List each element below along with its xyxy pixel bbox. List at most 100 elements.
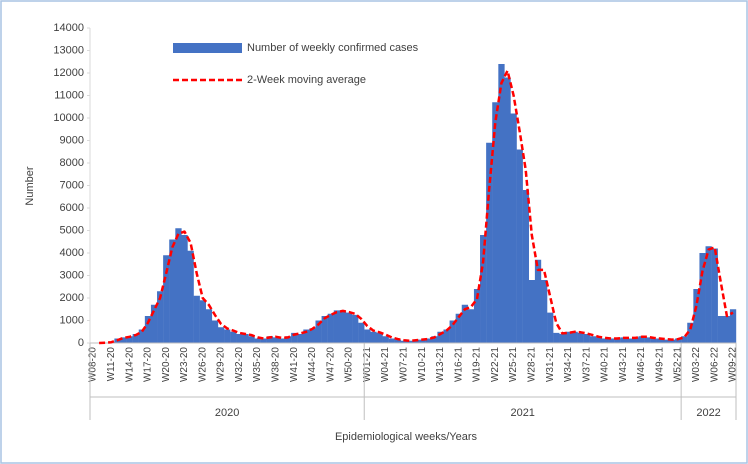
x-tick-label: W34-21 — [563, 347, 574, 382]
bar — [473, 289, 481, 343]
bar — [449, 320, 456, 343]
y-tick-label: 9000 — [60, 134, 84, 146]
bar — [358, 322, 365, 343]
y-tick-label: 4000 — [60, 247, 84, 259]
bar — [699, 253, 706, 343]
bar — [169, 239, 176, 343]
bar — [266, 336, 274, 343]
bar — [248, 336, 255, 343]
bar — [345, 312, 353, 343]
x-tick-label: W41-20 — [289, 347, 300, 382]
bar — [175, 228, 182, 343]
bar — [315, 320, 322, 343]
bar — [339, 311, 347, 343]
x-tick-label: W47-20 — [325, 347, 336, 382]
x-tick-label: W29-20 — [216, 347, 227, 382]
bar — [516, 149, 523, 343]
bar — [437, 331, 444, 343]
bar — [217, 327, 225, 343]
x-tick-label: W22-21 — [490, 347, 501, 382]
y-tick-label: 12000 — [53, 67, 84, 79]
y-tick-label: 2000 — [60, 292, 84, 304]
y-tick-label: 1000 — [60, 314, 84, 326]
bar — [644, 337, 651, 343]
bar — [510, 113, 517, 343]
bar — [272, 337, 280, 343]
bar — [467, 309, 475, 343]
bar — [199, 300, 206, 343]
bar — [687, 322, 694, 343]
moving-average-line — [99, 69, 734, 345]
bar — [565, 331, 572, 343]
x-tick-label: W03-22 — [691, 347, 702, 382]
bar — [492, 102, 499, 343]
bar — [303, 329, 310, 343]
bar — [144, 316, 152, 343]
bar — [376, 332, 383, 343]
bar — [626, 338, 633, 343]
legend-swatch — [173, 43, 242, 53]
x-tick-label: W46-21 — [636, 347, 647, 382]
bar — [382, 336, 389, 343]
y-tick-label: 6000 — [60, 202, 84, 214]
bar — [309, 328, 316, 343]
bar — [352, 314, 359, 343]
x-tick-label: W35-20 — [252, 347, 263, 382]
bar — [534, 259, 542, 343]
y-tick-label: 3000 — [60, 269, 84, 281]
y-tick-label: 0 — [78, 337, 84, 349]
bar — [540, 280, 548, 343]
bar — [522, 190, 529, 343]
bar — [150, 304, 158, 343]
bar — [559, 334, 566, 343]
x-tick-label: W32-20 — [234, 347, 245, 382]
bar — [614, 338, 621, 343]
bar — [132, 334, 139, 343]
bar — [668, 339, 676, 343]
x-tick-label: W40-21 — [600, 347, 611, 382]
x-tick-label: W28-21 — [526, 347, 537, 382]
bar — [632, 337, 639, 343]
y-tick-label: 7000 — [60, 179, 84, 191]
bar — [662, 339, 670, 343]
bar — [419, 339, 426, 343]
x-tick-label: W52-21 — [673, 347, 684, 382]
x-tick-label: W43-21 — [618, 347, 629, 382]
x-tick-label: W01-21 — [362, 347, 373, 382]
bar — [443, 329, 450, 343]
bar — [693, 289, 700, 343]
x-tick-label: W08-20 — [88, 347, 99, 382]
bar — [431, 336, 438, 343]
bar — [577, 332, 584, 343]
bar — [394, 339, 402, 343]
x-tick-label: W06-22 — [709, 347, 720, 382]
y-tick-label: 8000 — [60, 157, 84, 169]
bar — [553, 332, 560, 343]
bar — [723, 316, 731, 343]
y-tick-label: 14000 — [53, 22, 84, 34]
bar — [406, 340, 414, 343]
x-tick-label: W04-21 — [380, 347, 391, 382]
bar — [729, 309, 737, 343]
group-label: 2021 — [510, 407, 534, 419]
bar — [236, 334, 243, 343]
group-label: 2022 — [696, 407, 720, 419]
x-tick-label: W10-21 — [417, 347, 428, 382]
bar — [608, 338, 615, 343]
bar — [205, 309, 213, 343]
x-tick-label: W49-21 — [654, 347, 665, 382]
bar — [364, 329, 371, 343]
bar — [571, 331, 578, 343]
x-axis-label: Epidemiological weeks/Years — [335, 431, 478, 443]
x-tick-label: W09-22 — [728, 347, 739, 382]
bar — [285, 336, 292, 343]
bar — [601, 338, 609, 343]
bar — [291, 332, 298, 343]
bar — [498, 64, 505, 343]
bar — [620, 337, 627, 343]
y-tick-label: 13000 — [53, 44, 84, 56]
x-tick-label: W25-21 — [508, 347, 519, 382]
bar — [675, 338, 682, 343]
bar — [705, 246, 712, 343]
